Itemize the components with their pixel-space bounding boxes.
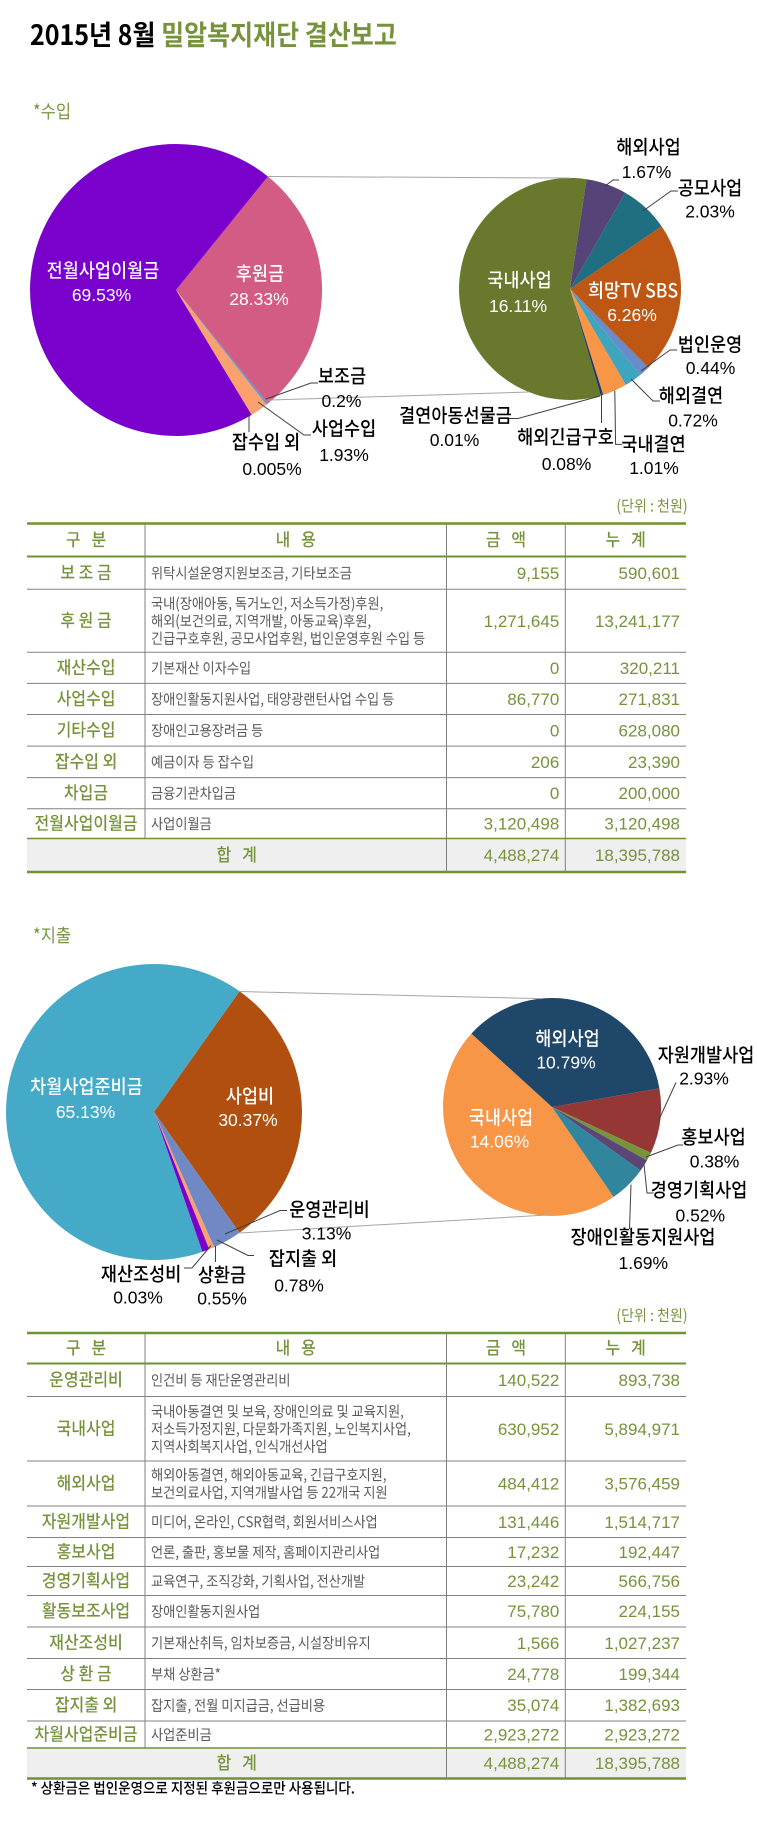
svg-text:17,232: 17,232: [507, 1543, 559, 1562]
svg-text:893,738: 893,738: [619, 1371, 680, 1390]
svg-text:0: 0: [550, 659, 559, 678]
svg-text:2.03%: 2.03%: [685, 202, 735, 222]
svg-text:2,923,272: 2,923,272: [604, 1726, 680, 1745]
svg-text:320,211: 320,211: [620, 659, 680, 678]
svg-text:69.53%: 69.53%: [72, 285, 131, 305]
svg-text:590,601: 590,601: [619, 564, 680, 583]
svg-text:1,027,237: 1,027,237: [604, 1634, 680, 1653]
svg-text:24,778: 24,778: [507, 1665, 559, 1684]
svg-text:30.37%: 30.37%: [218, 1110, 277, 1130]
svg-text:3,576,459: 3,576,459: [604, 1475, 680, 1494]
svg-text:224,155: 224,155: [619, 1602, 680, 1621]
svg-text:131,446: 131,446: [498, 1513, 559, 1532]
svg-text:86,770: 86,770: [507, 690, 559, 709]
svg-text:0.01%: 0.01%: [430, 430, 480, 450]
svg-text:1,271,645: 1,271,645: [484, 612, 560, 631]
svg-text:4,488,274: 4,488,274: [484, 846, 560, 865]
svg-text:18,395,788: 18,395,788: [595, 846, 680, 865]
svg-text:5,894,971: 5,894,971: [604, 1420, 680, 1439]
svg-text:1.69%: 1.69%: [618, 1253, 668, 1273]
svg-text:0.005%: 0.005%: [242, 459, 301, 479]
svg-text:75,780: 75,780: [507, 1602, 559, 1621]
svg-text:3,120,498: 3,120,498: [484, 815, 560, 834]
svg-text:484,412: 484,412: [498, 1475, 559, 1494]
svg-text:28.33%: 28.33%: [229, 289, 288, 309]
svg-text:23,242: 23,242: [507, 1572, 559, 1591]
svg-text:0.52%: 0.52%: [675, 1206, 725, 1226]
svg-text:0.03%: 0.03%: [113, 1288, 163, 1308]
svg-text:14.06%: 14.06%: [470, 1132, 529, 1152]
svg-text:271,831: 271,831: [619, 690, 680, 709]
svg-text:9,155: 9,155: [517, 564, 560, 583]
svg-text:2.93%: 2.93%: [679, 1069, 729, 1089]
svg-text:16.11%: 16.11%: [489, 296, 547, 316]
svg-text:630,952: 630,952: [498, 1420, 559, 1439]
svg-text:1.01%: 1.01%: [629, 458, 679, 478]
svg-text:4,488,274: 4,488,274: [484, 1754, 560, 1773]
svg-text:1,566: 1,566: [517, 1634, 560, 1653]
svg-text:23,390: 23,390: [628, 753, 680, 772]
svg-text:3.13%: 3.13%: [302, 1224, 352, 1244]
svg-text:0.55%: 0.55%: [197, 1289, 247, 1309]
svg-text:0.72%: 0.72%: [668, 411, 718, 431]
svg-text:628,080: 628,080: [619, 721, 680, 740]
svg-text:0.44%: 0.44%: [686, 358, 736, 378]
svg-text:35,074: 35,074: [507, 1696, 559, 1715]
svg-text:2,923,272: 2,923,272: [484, 1726, 560, 1745]
svg-text:1,514,717: 1,514,717: [604, 1513, 680, 1532]
svg-text:65.13%: 65.13%: [56, 1102, 115, 1122]
svg-text:192,447: 192,447: [619, 1543, 680, 1562]
svg-text:200,000: 200,000: [619, 784, 680, 803]
svg-text:1.67%: 1.67%: [622, 162, 672, 182]
svg-text:0.38%: 0.38%: [690, 1152, 740, 1172]
svg-text:3,120,498: 3,120,498: [604, 815, 680, 834]
svg-text:0.2%: 0.2%: [322, 391, 362, 411]
svg-text:206: 206: [531, 753, 559, 772]
svg-text:140,522: 140,522: [498, 1371, 559, 1390]
svg-text:566,756: 566,756: [619, 1572, 680, 1591]
svg-text:0: 0: [550, 721, 559, 740]
svg-text:18,395,788: 18,395,788: [595, 1754, 680, 1773]
svg-text:0.08%: 0.08%: [542, 454, 592, 474]
svg-text:1,382,693: 1,382,693: [604, 1696, 680, 1715]
svg-text:13,241,177: 13,241,177: [595, 612, 680, 631]
svg-text:199,344: 199,344: [619, 1665, 680, 1684]
svg-text:0: 0: [550, 784, 559, 803]
svg-text:1.93%: 1.93%: [319, 445, 369, 465]
svg-text:6.26%: 6.26%: [607, 305, 657, 325]
svg-text:0.78%: 0.78%: [274, 1276, 324, 1296]
svg-text:10.79%: 10.79%: [536, 1053, 595, 1073]
